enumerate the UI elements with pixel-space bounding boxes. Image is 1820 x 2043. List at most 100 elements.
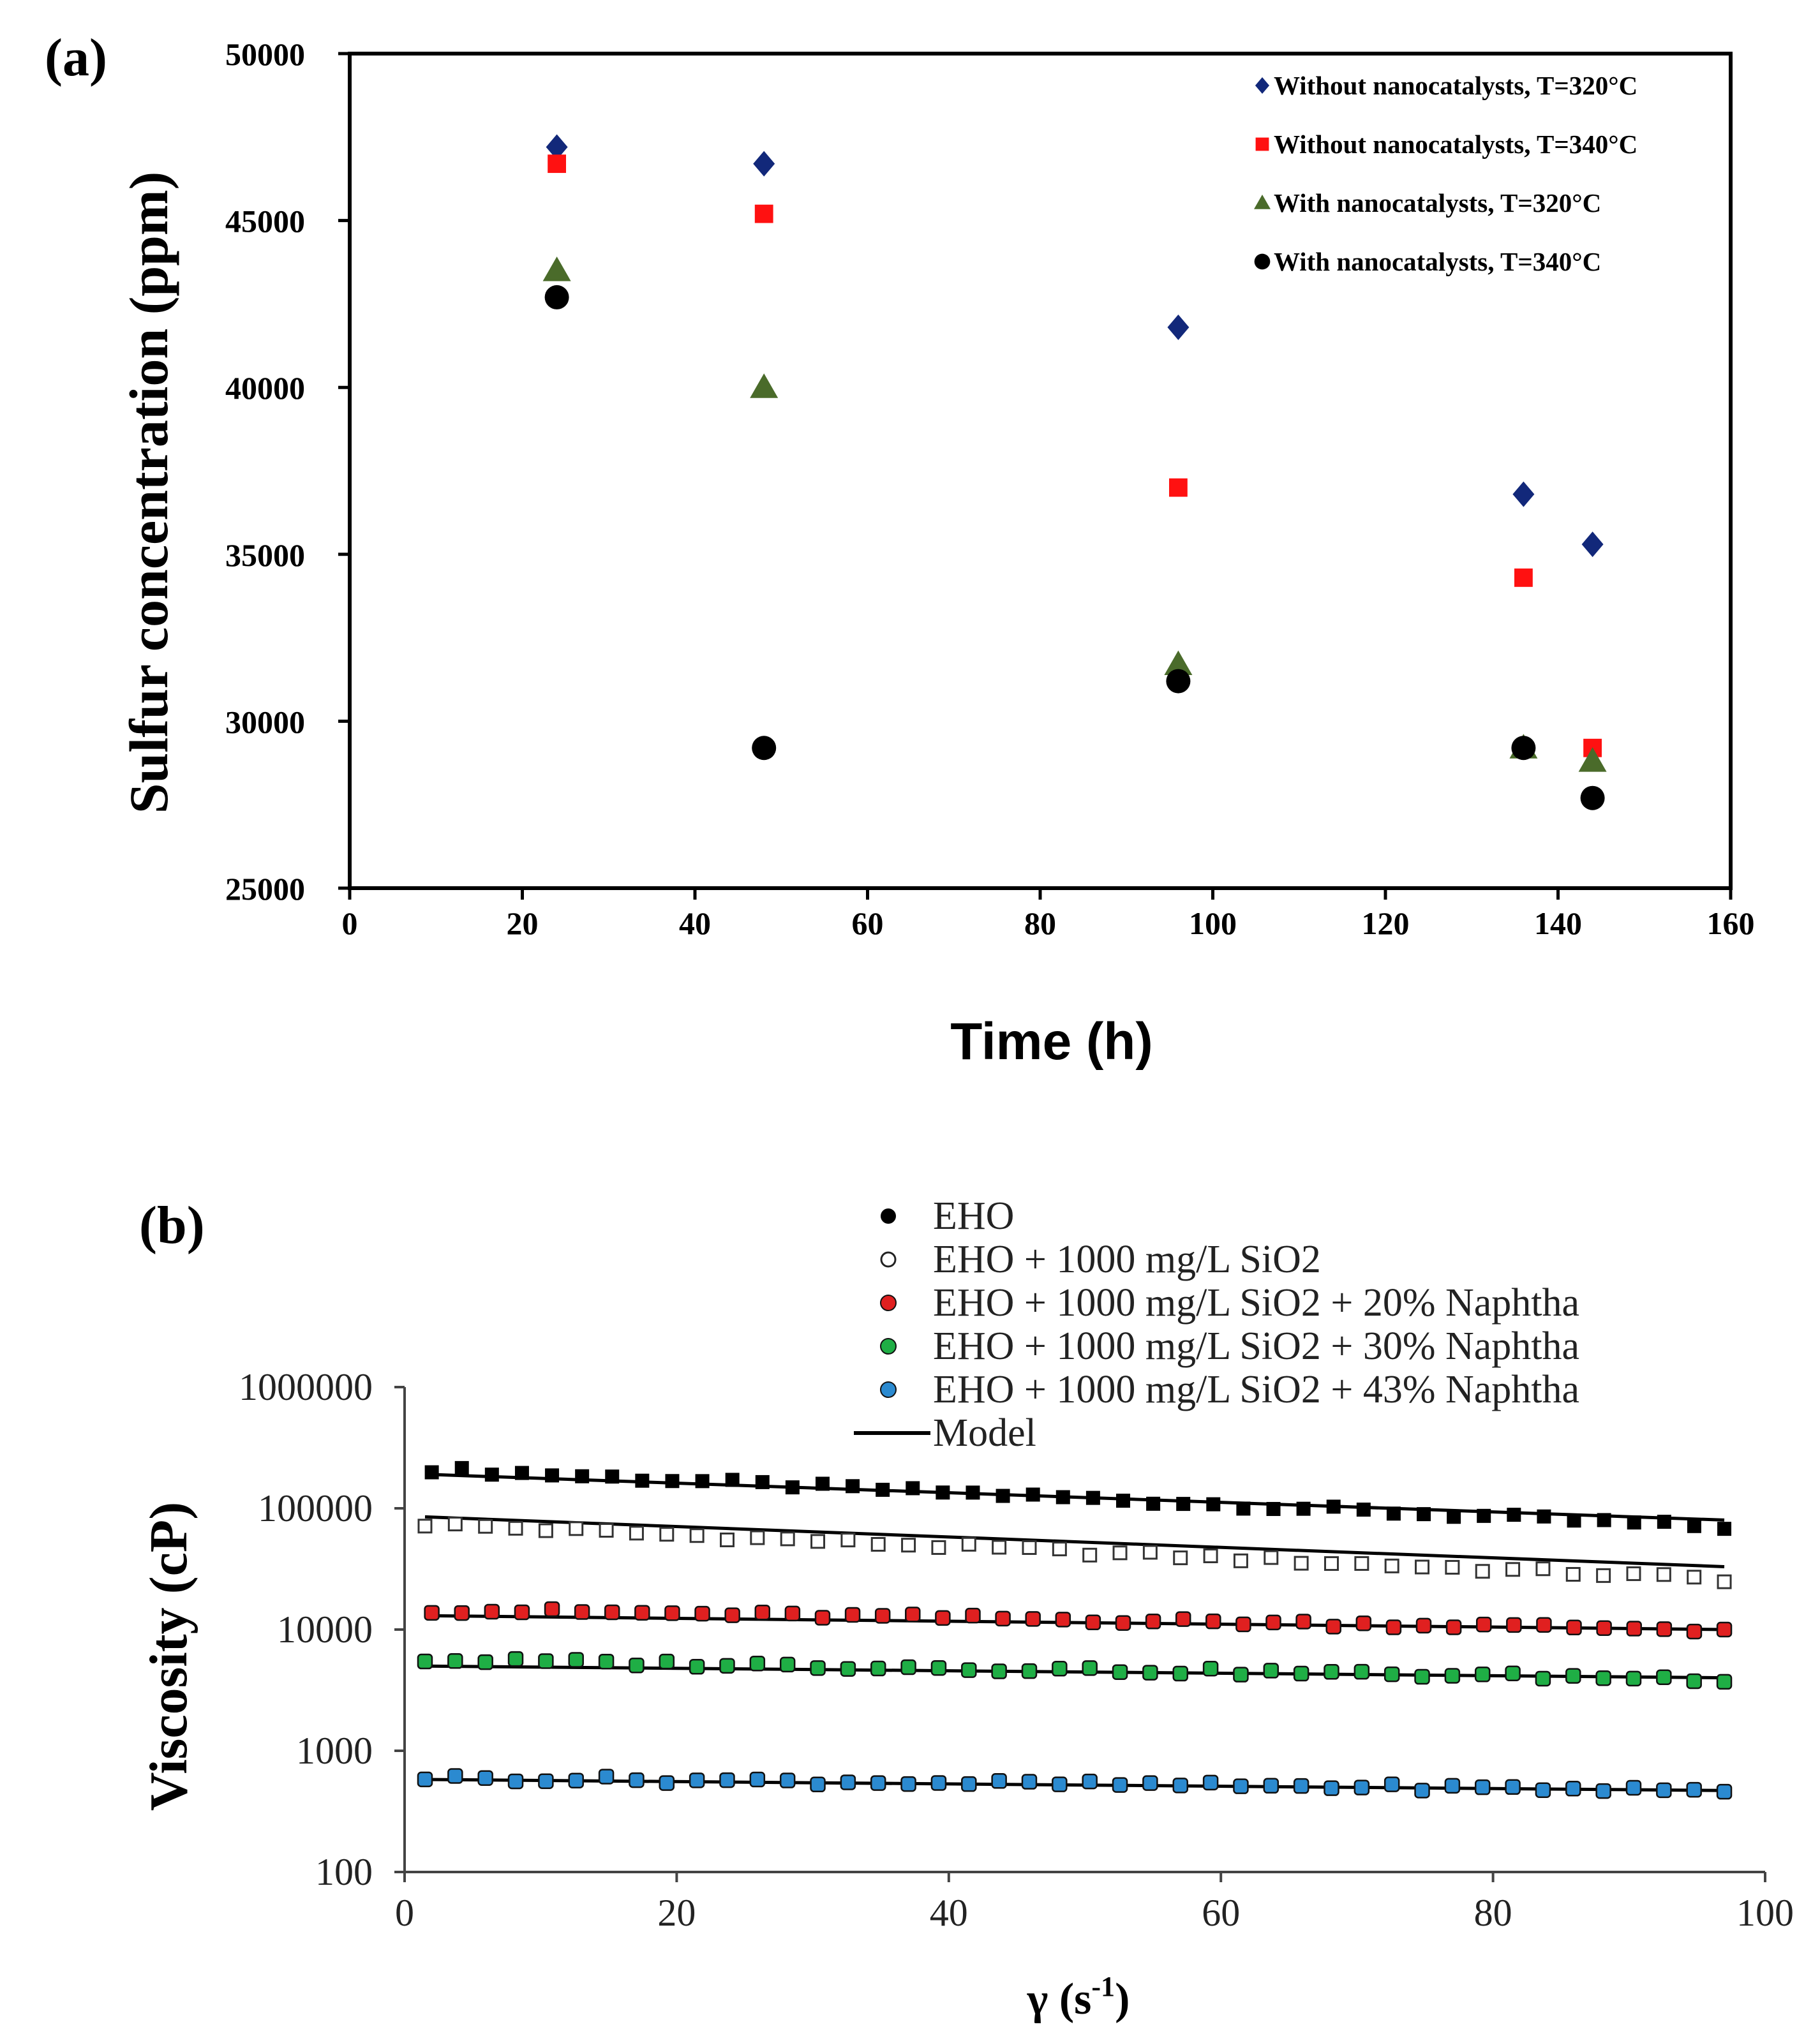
- point-b-naphtha: [694, 1605, 710, 1622]
- point-b-sio2: [1233, 1553, 1248, 1568]
- y-tick-label-a: 25000: [225, 871, 305, 907]
- point-b-naphtha: [1656, 1669, 1672, 1685]
- point-b-naphtha: [1233, 1667, 1249, 1683]
- point-b-naphtha: [719, 1772, 735, 1788]
- point-b-sio2: [719, 1532, 735, 1547]
- point-b-naphtha: [930, 1775, 947, 1791]
- point-b-eho: [846, 1479, 860, 1494]
- point-a-triangle: [750, 373, 779, 398]
- point-b-eho: [815, 1476, 830, 1491]
- point-b-naphtha: [870, 1775, 886, 1791]
- point-b-naphtha: [1145, 1614, 1161, 1630]
- point-b-sio2: [1596, 1568, 1611, 1583]
- x-tick-label-a: 0: [342, 905, 358, 941]
- point-b-naphtha: [1235, 1616, 1251, 1633]
- point-b-naphtha: [1384, 1666, 1400, 1683]
- point-b-eho: [966, 1485, 980, 1500]
- model-line: [431, 1473, 1725, 1522]
- legend-label-a: Without nanocatalysts, T=320°C: [1274, 71, 1637, 100]
- point-b-naphtha: [1686, 1781, 1702, 1798]
- x-tick-label-a: 120: [1362, 905, 1410, 941]
- point-b-naphtha: [1085, 1614, 1101, 1631]
- point-b-naphtha: [1626, 1621, 1642, 1637]
- y-tick-label-b: 1000000: [239, 1366, 373, 1408]
- point-b-naphtha: [477, 1770, 493, 1786]
- point-b-naphtha: [1112, 1664, 1128, 1680]
- point-b-naphtha: [424, 1605, 440, 1621]
- point-b-sio2: [1687, 1570, 1702, 1585]
- point-b-sio2: [1324, 1556, 1339, 1571]
- y-tick-label-a: 40000: [225, 370, 305, 406]
- point-b-naphtha: [1385, 1619, 1402, 1635]
- point-b-naphtha: [604, 1604, 620, 1621]
- point-b-naphtha: [634, 1605, 650, 1621]
- point-b-naphtha: [1596, 1620, 1612, 1636]
- point-b-naphtha: [779, 1772, 796, 1788]
- point-b-naphtha: [598, 1653, 615, 1670]
- point-b-naphtha: [659, 1653, 675, 1670]
- point-b-sio2: [569, 1521, 584, 1536]
- point-b-naphtha: [870, 1660, 886, 1677]
- point-b-sio2: [1022, 1540, 1037, 1556]
- panel-a-label: (a): [45, 28, 107, 87]
- point-b-naphtha: [1263, 1778, 1279, 1794]
- point-a-circle: [1511, 736, 1536, 761]
- point-b-eho: [906, 1481, 920, 1496]
- point-b-naphtha: [1686, 1673, 1702, 1690]
- point-b-naphtha: [689, 1659, 705, 1675]
- point-b-naphtha: [1295, 1614, 1311, 1630]
- legend-label-b: EHO + 1000 mg/L SiO2 + 30% Naphtha: [933, 1325, 1579, 1368]
- point-b-sio2: [1173, 1550, 1188, 1566]
- point-b-naphtha: [1414, 1668, 1430, 1685]
- point-b-naphtha: [1324, 1780, 1339, 1796]
- point-b-naphtha: [784, 1605, 801, 1622]
- y-axis-title-a: Sulfur concentration (ppm): [118, 172, 179, 814]
- point-b-eho: [1085, 1490, 1100, 1505]
- point-b-naphtha: [1082, 1773, 1098, 1790]
- point-b-sio2: [659, 1527, 675, 1542]
- x-tick-label-a: 40: [679, 905, 711, 941]
- point-b-naphtha: [840, 1661, 856, 1677]
- point-b-eho: [575, 1469, 590, 1483]
- point-b-sio2: [1535, 1561, 1551, 1577]
- point-b-naphtha: [659, 1775, 675, 1791]
- point-b-naphtha: [629, 1772, 645, 1788]
- x-tick-label-a: 60: [852, 905, 884, 941]
- point-a-diamond: [1167, 315, 1190, 341]
- y-tick-label-a: 30000: [225, 704, 305, 739]
- point-b-eho: [1176, 1497, 1191, 1512]
- x-tick-label-a: 80: [1024, 905, 1056, 941]
- point-b-naphtha: [1474, 1779, 1491, 1795]
- point-b-naphtha: [1293, 1778, 1309, 1794]
- point-b-naphtha: [568, 1772, 584, 1788]
- legend-label-b: EHO + 1000 mg/L SiO2 + 20% Naphtha: [933, 1281, 1579, 1325]
- point-b-naphtha: [1052, 1776, 1068, 1792]
- point-b-naphtha: [935, 1610, 951, 1626]
- y-tick-label-a: 35000: [225, 537, 305, 573]
- point-b-naphtha: [598, 1769, 615, 1785]
- x-axis-title-b-main: γ (s: [1027, 1975, 1092, 2024]
- point-b-naphtha: [1415, 1617, 1432, 1634]
- point-b-sio2: [1717, 1574, 1732, 1589]
- point-b-eho: [1356, 1503, 1371, 1517]
- point-b-naphtha: [1263, 1663, 1279, 1679]
- point-a-square: [1514, 568, 1533, 587]
- point-b-naphtha: [1355, 1615, 1372, 1631]
- point-b-sio2: [1384, 1558, 1399, 1573]
- x-tick-label-a: 100: [1189, 905, 1237, 941]
- point-b-naphtha: [1025, 1611, 1041, 1627]
- point-b-eho: [1687, 1519, 1701, 1533]
- x-tick-label-b: 60: [1202, 1892, 1240, 1934]
- point-b-naphtha: [810, 1776, 826, 1793]
- point-b-naphtha: [1656, 1782, 1672, 1799]
- point-b-eho: [1386, 1506, 1401, 1521]
- point-b-naphtha: [724, 1607, 740, 1623]
- point-b-sio2: [599, 1522, 614, 1538]
- point-b-naphtha: [991, 1773, 1007, 1789]
- point-b-sio2: [1142, 1545, 1158, 1560]
- point-b-naphtha: [538, 1773, 554, 1790]
- x-axis-title-b-end: ): [1115, 1975, 1130, 2024]
- point-b-naphtha: [1115, 1615, 1131, 1631]
- point-b-naphtha: [1205, 1613, 1221, 1630]
